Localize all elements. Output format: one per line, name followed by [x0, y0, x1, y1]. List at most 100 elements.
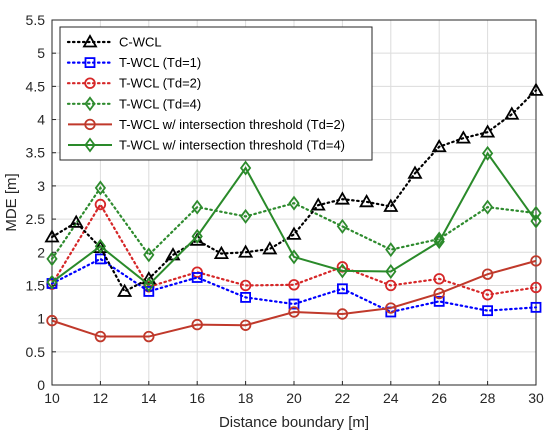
- data-point: [286, 226, 302, 240]
- x-tick-label: 26: [431, 390, 447, 406]
- data-point: [288, 249, 300, 265]
- legend-marker: [82, 34, 98, 48]
- legend-label: T-WCL (Td=2): [119, 76, 201, 91]
- data-point: [385, 264, 397, 280]
- data-point: [481, 199, 494, 215]
- data-point: [239, 160, 252, 176]
- data-point: [481, 289, 494, 301]
- legend-label: T-WCL w/ intersection threshold (Td=2): [119, 117, 345, 132]
- data-point: [238, 244, 254, 258]
- data-point: [46, 251, 58, 267]
- x-tick-label: 12: [93, 390, 109, 406]
- legend-entry: T-WCL w/ intersection threshold (Td=2): [68, 117, 345, 132]
- series-line: [51, 151, 537, 287]
- data-point: [46, 314, 58, 327]
- data-point: [239, 319, 252, 331]
- legend-marker: [84, 96, 96, 112]
- data-point: [385, 279, 397, 292]
- series-line: [51, 259, 537, 338]
- data-point: [288, 279, 300, 291]
- data-point: [530, 255, 542, 267]
- data-point: [431, 138, 447, 153]
- legend-marker: [84, 77, 96, 89]
- x-tick-label: 14: [141, 390, 157, 406]
- data-point: [530, 301, 542, 313]
- series-4: [46, 180, 542, 267]
- data-point: [528, 82, 544, 96]
- series-line: [50, 202, 538, 296]
- data-point: [95, 253, 106, 265]
- data-point: [262, 241, 278, 255]
- legend-entry: T-WCL (Td=1): [66, 55, 201, 70]
- data-point: [385, 242, 397, 258]
- data-point: [143, 286, 155, 297]
- data-point: [240, 291, 252, 303]
- x-tick-label: 18: [238, 390, 254, 406]
- y-tick-label: 1.5: [26, 277, 46, 293]
- data-point: [336, 308, 349, 320]
- y-tick-label: 3.5: [26, 145, 46, 161]
- y-tick-label: 4: [37, 112, 45, 128]
- data-point: [213, 245, 229, 260]
- series-layer: [44, 82, 544, 343]
- data-point: [480, 124, 496, 138]
- data-point: [310, 197, 326, 211]
- legend-label: C-WCL: [119, 35, 162, 50]
- x-tick-label: 16: [189, 390, 205, 406]
- data-point: [481, 268, 494, 280]
- data-point: [504, 106, 520, 120]
- legend-entry: C-WCL: [66, 34, 162, 50]
- series-line: [50, 185, 538, 261]
- data-point: [383, 198, 399, 212]
- tick-labels: 10 12 14 16 18 20 22 24 26 28 30 0 0.5 1 1.5 2 2.5 3 3.5 4 4…: [26, 12, 544, 406]
- series-line: [50, 257, 538, 314]
- x-axis-label: Distance boundary [m]: [219, 414, 369, 431]
- data-point: [191, 272, 203, 283]
- data-point: [94, 180, 107, 196]
- data-point: [433, 287, 445, 300]
- data-point: [530, 205, 542, 221]
- data-point: [68, 214, 84, 228]
- data-point: [141, 271, 157, 285]
- data-point: [288, 195, 300, 211]
- x-tick-label: 28: [480, 390, 496, 406]
- data-point: [385, 302, 397, 314]
- data-point: [433, 273, 445, 285]
- data-point: [336, 218, 349, 234]
- data-point: [433, 295, 445, 307]
- legend-marker: [84, 137, 96, 153]
- x-tick-label: 10: [44, 390, 60, 406]
- y-tick-label: 3: [37, 178, 45, 194]
- series-5: [46, 255, 542, 343]
- data-point: [94, 330, 107, 343]
- series-6: [46, 145, 542, 293]
- data-point: [288, 306, 300, 318]
- data-point: [530, 213, 542, 229]
- data-point: [191, 199, 203, 215]
- legend-label: T-WCL (Td=4): [119, 96, 201, 111]
- data-point: [530, 281, 542, 294]
- legend-marker: [84, 57, 96, 68]
- y-tick-label: 5.5: [26, 12, 46, 28]
- y-tick-label: 0.5: [26, 344, 46, 360]
- data-point: [336, 283, 348, 295]
- legend-entry: T-WCL (Td=2): [66, 76, 201, 91]
- y-axis-label: MDE [m]: [3, 173, 20, 231]
- y-tick-label: 2.5: [26, 211, 46, 227]
- data-point: [143, 330, 155, 343]
- data-point: [433, 234, 445, 250]
- y-tick-label: 1: [37, 311, 45, 327]
- x-tick-label: 20: [286, 390, 302, 406]
- data-point: [143, 277, 155, 293]
- x-tick-label: 24: [383, 390, 399, 406]
- data-point: [481, 145, 494, 161]
- legend-entry: T-WCL w/ intersection threshold (Td=4): [68, 137, 345, 153]
- data-point: [44, 229, 60, 243]
- y-tick-label: 0: [37, 377, 45, 393]
- data-point: [191, 228, 203, 244]
- data-point: [482, 305, 494, 317]
- x-tick-label: 22: [335, 390, 351, 406]
- data-point: [191, 318, 203, 331]
- y-tick-label: 2: [37, 244, 45, 260]
- legend-marker: [84, 118, 96, 131]
